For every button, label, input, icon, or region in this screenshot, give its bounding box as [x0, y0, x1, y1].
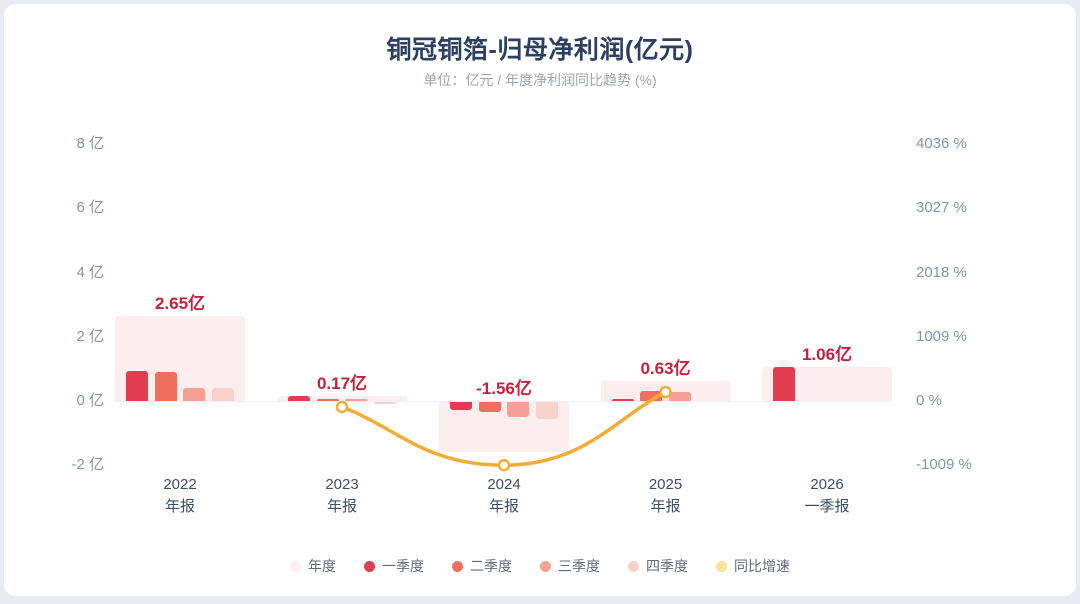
bar-quarter2-2023[interactable]: [316, 399, 339, 401]
bar-quarter3-2023[interactable]: [345, 399, 368, 401]
value-label-2026: 1.06亿: [801, 344, 853, 364]
legend-item-annual[interactable]: 年度: [290, 556, 336, 576]
plot-area: 8 亿 4036 % 6 亿 3027 % 4 亿 2018 % 2 亿 1009 % 0 亿 0…: [4, 4, 1076, 596]
y-axis-label-left: -2 亿: [71, 456, 104, 474]
x-axis-label-line: 年报: [326, 498, 357, 515]
value-label-2022: 2.65亿: [154, 293, 206, 313]
legend-item-q4[interactable]: 四季度: [628, 556, 688, 576]
y-axis-label-right: 0 %: [916, 392, 942, 409]
bar-quarter1-2026[interactable]: [773, 366, 796, 401]
bar-quarter1-2024[interactable]: [450, 402, 473, 411]
legend-item-q4-label: 四季度: [646, 558, 688, 574]
y-axis-label-right: 1009 %: [916, 327, 967, 345]
y-axis-label-left: 8 亿: [76, 135, 104, 153]
x-axis-label-line: 2026: [810, 476, 844, 493]
chart-legend: 年度 一季度 二季度 三季度 四季度 同比增速: [4, 556, 1076, 576]
y-axis-label-left: 2 亿: [76, 327, 104, 345]
x-axis-label-2022: 2022 年报: [95, 474, 265, 518]
legend-item-q3[interactable]: 三季度: [540, 556, 600, 576]
legend-item-q2-label: 二季度: [470, 558, 512, 574]
chart-card: 铜冠铜箔-归母净利润(亿元) 单位：亿元 / 年度净利润同比趋势 (%) 8 亿…: [4, 4, 1076, 596]
x-axis-label-line: 2023: [325, 476, 359, 493]
y-axis-label-right: 2018 %: [916, 263, 967, 281]
bar-quarter3-2022[interactable]: [183, 388, 206, 401]
x-axis-label-2023: 2023 年报: [257, 474, 427, 518]
legend-item-q3-marker-icon: [540, 560, 551, 572]
x-axis-label-line: 2025: [648, 476, 683, 493]
legend-item-q2[interactable]: 二季度: [452, 556, 512, 576]
legend-item-q1-label: 一季度: [382, 558, 424, 574]
x-axis-label-line: 2024: [487, 476, 521, 493]
x-axis-label-2026: 2026 一季报: [742, 474, 912, 518]
legend-item-q1[interactable]: 一季度: [364, 556, 424, 576]
legend-item-yoy-marker-icon: [716, 560, 727, 572]
x-axis-label-2024: 2024 年报: [419, 474, 589, 518]
bar-quarter2-2024[interactable]: [478, 402, 501, 412]
bar-annual-2025[interactable]: [600, 380, 731, 401]
value-label-2023: 0.17亿: [316, 373, 368, 393]
legend-item-q3-label: 三季度: [558, 558, 600, 574]
bar-quarter1-2025[interactable]: [611, 399, 634, 401]
x-axis-label-line: 年报: [164, 498, 195, 515]
x-axis-label-2025: 2025 年报: [581, 474, 751, 518]
x-axis-label-line: 一季报: [804, 498, 850, 515]
y-axis-label-left: 0 亿: [76, 392, 104, 409]
legend-item-annual-label: 年度: [308, 558, 336, 574]
legend-item-q4-marker-icon: [628, 560, 639, 572]
legend-item-q2-marker-icon: [452, 560, 463, 572]
y-axis-label-right: 4036 %: [916, 135, 967, 153]
bar-quarter1-2023[interactable]: [288, 395, 311, 401]
bar-quarter4-2022[interactable]: [211, 388, 234, 401]
y-axis-label-left: 4 亿: [76, 263, 104, 281]
legend-item-yoy-label: 同比增速: [734, 558, 790, 574]
bar-quarter4-2024[interactable]: [535, 402, 558, 419]
chart-subtitle: 单位：亿元 / 年度净利润同比趋势 (%): [423, 72, 657, 88]
x-axis-label-line: 2022: [163, 476, 197, 493]
x-axis-label-line: 年报: [488, 498, 519, 515]
value-label-2024: -1.56亿: [476, 379, 532, 398]
bar-quarter4-2023[interactable]: [373, 402, 396, 404]
y-axis-label-left: 6 亿: [76, 199, 104, 217]
yoy-point-2023[interactable]: [335, 400, 349, 414]
bar-quarter2-2025[interactable]: [640, 391, 663, 401]
y-axis-label-right: -1009 %: [916, 456, 972, 474]
value-label-2025: 0.63亿: [640, 358, 691, 378]
x-axis-label-line: 年报: [650, 498, 681, 515]
legend-item-yoy[interactable]: 同比增速: [716, 556, 790, 576]
legend-item-q1-marker-icon: [364, 560, 375, 572]
bar-quarter3-2025[interactable]: [668, 392, 691, 401]
yoy-point-2024[interactable]: [497, 458, 511, 472]
y-axis-label-right: 3027 %: [916, 199, 967, 217]
bar-quarter3-2024[interactable]: [507, 402, 530, 418]
bar-quarter1-2022[interactable]: [126, 370, 149, 401]
legend-item-annual-marker-icon: [290, 560, 301, 572]
bar-quarter2-2022[interactable]: [154, 372, 177, 401]
chart-title: 铜冠铜箔-归母净利润(亿元): [386, 36, 694, 64]
